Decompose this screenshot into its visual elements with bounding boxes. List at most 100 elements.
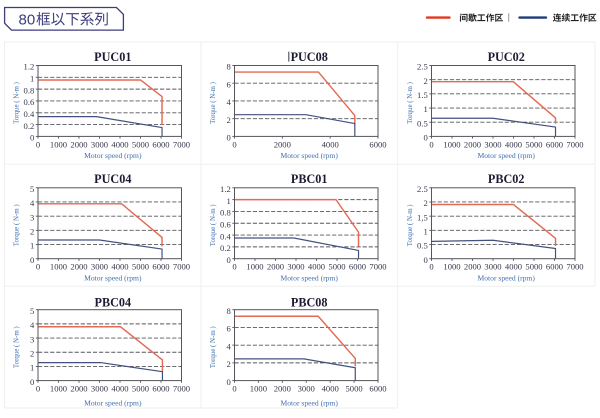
svg-text:8: 8	[227, 62, 231, 72]
svg-text:6: 6	[227, 79, 232, 89]
svg-text:5000: 5000	[132, 139, 149, 149]
svg-text:Motor speed (rpm): Motor speed (rpm)	[478, 151, 536, 160]
svg-text:7000: 7000	[173, 262, 190, 272]
svg-text:6000: 6000	[152, 139, 169, 149]
svg-text:2: 2	[227, 115, 231, 125]
svg-text:0: 0	[232, 262, 236, 272]
svg-text:4000: 4000	[322, 384, 339, 394]
svg-text:0.6: 0.6	[220, 220, 231, 230]
svg-text:2000: 2000	[274, 384, 291, 394]
svg-text:6000: 6000	[369, 384, 386, 394]
svg-text:1000: 1000	[50, 384, 67, 394]
svg-text:2: 2	[424, 198, 428, 208]
svg-text:6: 6	[227, 324, 232, 334]
svg-text:1000: 1000	[250, 384, 267, 394]
svg-text:4: 4	[227, 97, 232, 107]
svg-text:1: 1	[424, 104, 428, 114]
svg-text:1000: 1000	[50, 139, 67, 149]
svg-text:2.5: 2.5	[417, 62, 428, 72]
svg-text:Motor speed (rpm): Motor speed (rpm)	[281, 274, 339, 283]
svg-text:PBC01: PBC01	[291, 172, 328, 186]
svg-text:0.5: 0.5	[417, 241, 428, 251]
svg-text:1000: 1000	[50, 262, 67, 272]
svg-text:5: 5	[30, 184, 34, 194]
svg-text:2000: 2000	[464, 262, 481, 272]
svg-text:2: 2	[30, 348, 34, 358]
svg-text:0: 0	[30, 133, 34, 143]
svg-text:6000: 6000	[152, 262, 169, 272]
svg-text:0: 0	[424, 255, 428, 265]
svg-text:0: 0	[36, 384, 40, 394]
svg-text:0: 0	[232, 139, 236, 149]
svg-text:2.5: 2.5	[417, 184, 428, 194]
svg-text:1,5: 1,5	[417, 212, 428, 222]
svg-text:6000: 6000	[369, 139, 386, 149]
svg-text:PBC02: PBC02	[488, 172, 525, 186]
svg-text:2000: 2000	[70, 139, 87, 149]
svg-text:3000: 3000	[484, 139, 501, 149]
svg-text:0: 0	[424, 133, 428, 143]
svg-text:Torque ( N-m ): Torque ( N-m )	[13, 326, 20, 368]
svg-text:0.4: 0.4	[220, 231, 231, 241]
svg-text:3000: 3000	[91, 262, 108, 272]
svg-text:1.2: 1.2	[24, 62, 35, 72]
svg-text:Torque ( N-m ): Torque ( N-m )	[13, 204, 20, 246]
svg-text:5000: 5000	[346, 384, 363, 394]
svg-text:PUC08: PUC08	[291, 50, 328, 64]
svg-text:0.8: 0.8	[220, 208, 231, 218]
svg-text:0: 0	[232, 384, 236, 394]
svg-text:1000: 1000	[246, 262, 263, 272]
svg-text:1000: 1000	[443, 139, 460, 149]
svg-text:4: 4	[30, 198, 35, 208]
svg-text:Torque ( N-m ): Torque ( N-m )	[13, 82, 20, 124]
svg-text:1: 1	[30, 74, 34, 84]
svg-text:0.8: 0.8	[24, 85, 35, 95]
svg-text:2000: 2000	[274, 139, 291, 149]
svg-text:5: 5	[30, 306, 34, 316]
svg-text:4000: 4000	[308, 262, 325, 272]
svg-text:5000: 5000	[132, 262, 149, 272]
svg-text:0.2: 0.2	[24, 121, 35, 131]
svg-text:0: 0	[30, 377, 34, 387]
svg-text:PUC01: PUC01	[94, 50, 131, 64]
svg-text:7000: 7000	[566, 139, 583, 149]
svg-text:3000: 3000	[91, 139, 108, 149]
svg-text:5000: 5000	[525, 262, 542, 272]
svg-text:3000: 3000	[298, 384, 315, 394]
svg-text:1: 1	[424, 227, 428, 237]
svg-text:5000: 5000	[132, 384, 149, 394]
svg-text:7000: 7000	[173, 139, 190, 149]
svg-text:Motor speed (rpm): Motor speed (rpm)	[281, 151, 339, 160]
svg-text:6000: 6000	[546, 262, 563, 272]
svg-text:2: 2	[227, 359, 231, 369]
svg-text:PUC04: PUC04	[94, 172, 131, 186]
svg-text:6000: 6000	[546, 139, 563, 149]
svg-text:4000: 4000	[322, 139, 339, 149]
svg-text:6000: 6000	[152, 384, 169, 394]
svg-text:Motor speed (rpm): Motor speed (rpm)	[478, 274, 536, 283]
svg-text:2000: 2000	[267, 262, 284, 272]
svg-text:3000: 3000	[91, 384, 108, 394]
svg-text:2000: 2000	[70, 384, 87, 394]
svg-text:0: 0	[30, 255, 34, 265]
svg-text:2: 2	[30, 227, 34, 237]
svg-text:0.4: 0.4	[24, 109, 35, 119]
svg-text:PBC04: PBC04	[95, 295, 132, 309]
svg-text:1: 1	[30, 241, 34, 251]
svg-text:PUC02: PUC02	[488, 50, 525, 64]
svg-text:4000: 4000	[111, 262, 128, 272]
svg-text:5000: 5000	[525, 139, 542, 149]
svg-text:1: 1	[30, 363, 34, 373]
svg-text:0: 0	[429, 139, 433, 149]
svg-text:6000: 6000	[349, 262, 366, 272]
svg-text:8: 8	[227, 306, 231, 316]
svg-text:4000: 4000	[111, 384, 128, 394]
svg-text:3: 3	[30, 212, 34, 222]
svg-text:0: 0	[36, 139, 40, 149]
svg-text:0: 0	[227, 255, 231, 265]
svg-text:4: 4	[30, 320, 35, 330]
svg-text:0: 0	[227, 133, 231, 143]
svg-text:7000: 7000	[566, 262, 583, 272]
svg-text:PBC08: PBC08	[291, 295, 328, 309]
svg-text:0.6: 0.6	[24, 97, 35, 107]
